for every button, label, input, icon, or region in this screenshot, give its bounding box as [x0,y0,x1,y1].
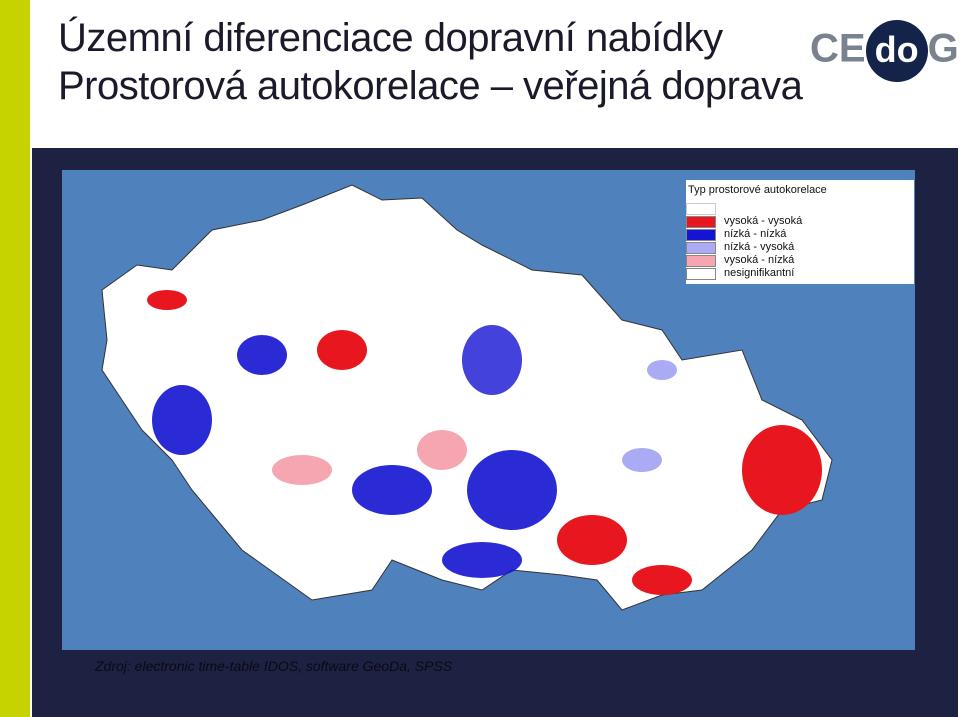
cluster [622,448,662,472]
accent-stripe [0,0,30,717]
legend-swatch [686,202,716,215]
cluster [417,430,467,470]
legend: Typ prostorové autokorelace vysoká - vys… [686,180,914,284]
legend-label: nízká - vysoká [724,241,795,253]
legend-label: nízká - nízká [724,228,787,240]
cluster [462,325,522,395]
legend-swatch [686,228,716,241]
country-outline [101,184,833,611]
legend-blank-row [686,202,914,215]
slide-title: Územní diferenciace dopravní nabídky Pro… [58,14,803,110]
cluster [152,385,212,455]
legend-label: nesignifikantní [724,267,795,279]
logo: CE do G [810,20,959,82]
title-line: Prostorová autokorelace – veřejná doprav… [58,64,803,108]
legend-title: Typ prostorové autokorelace [688,184,827,196]
logo-part: CE [810,26,866,71]
cluster [317,330,367,370]
cluster [647,360,677,380]
title-line: Územní diferenciace dopravní nabídky [58,16,723,60]
legend-swatch [686,215,716,228]
legend-item: nesignifikantní [686,267,914,280]
cluster [742,425,822,515]
cluster [632,565,692,595]
legend-swatch [686,241,716,254]
legend-label: vysoká - vysoká [724,215,803,227]
logo-part: do [865,20,928,82]
cluster [352,465,432,515]
source-note: Zdroj: electronic time-table IDOS, softw… [95,658,453,674]
cluster [272,455,332,485]
logo-part: G [927,26,959,71]
cluster [467,450,557,530]
legend-swatch [686,267,716,280]
cluster [442,542,522,578]
legend-label: vysoká - nízká [724,254,795,266]
cluster-blobs [147,290,822,595]
cluster [147,290,187,310]
legend-item: nízká - nízká [686,228,914,241]
cluster [237,335,287,375]
legend-item: nízká - vysoká [686,241,914,254]
legend-item: vysoká - nízká [686,254,914,267]
legend-swatch [686,254,716,267]
cluster [557,515,627,565]
legend-item: vysoká - vysoká [686,215,914,228]
